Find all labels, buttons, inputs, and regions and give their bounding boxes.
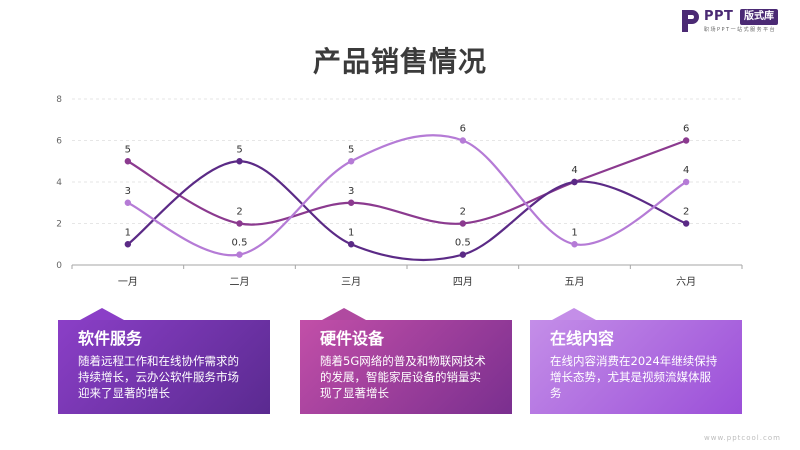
data-point (347, 241, 355, 248)
logo-text: PPT (704, 9, 734, 24)
card-text: 随着5G网络的普及和物联网技术的发展，智能家居设备的销量实现了显著增长 (320, 354, 486, 400)
data-label: 1 (125, 227, 131, 238)
data-point (236, 251, 243, 258)
data-point (236, 220, 243, 227)
data-point (124, 158, 132, 165)
chart-points (124, 137, 690, 258)
data-label: 1 (348, 227, 354, 238)
data-label: 0.5 (455, 238, 471, 249)
page-title: 产品销售情况 (312, 45, 487, 78)
line-chart: 0 2 4 6 8 一月 二月 三月 四月 五月 六月 5 3 1 5 2 0.5 5 3 1 6 2 0.5 4 1 6 4 2 (56, 95, 743, 288)
data-point (682, 178, 690, 186)
y-tick-label: 2 (56, 220, 62, 230)
card-text: 在线内容消费在2024年继续保持增长态势，尤其是视频流媒体服务 (550, 354, 718, 400)
data-point (682, 220, 690, 227)
y-tick-label: 6 (56, 137, 62, 147)
data-label: 6 (683, 124, 689, 135)
data-label: 3 (125, 186, 131, 197)
data-point (459, 220, 467, 227)
data-point (347, 158, 355, 165)
data-point (682, 137, 690, 144)
data-point (124, 241, 132, 248)
brand-logo: PPT 版式库 职场PPT一站式服务平台 (680, 8, 792, 34)
card-software-services: 软件服务 随着远程工作和在线协作需求的持续增长，云办公软件服务市场迎来了显著的增… (58, 320, 270, 414)
card-text: 随着远程工作和在线协作需求的持续增长，云办公软件服务市场迎来了显著的增长 (78, 354, 239, 400)
card-hardware-devices: 硬件设备 随着5G网络的普及和物联网技术的发展，智能家居设备的销量实现了显著增长 (300, 320, 512, 414)
data-point (459, 137, 467, 144)
card-title: 软件服务 (78, 329, 143, 348)
x-tick-label: 五月 (565, 276, 585, 288)
data-point (571, 178, 578, 186)
data-point (236, 158, 243, 165)
y-tick-label: 4 (56, 178, 62, 188)
logo-badge: 版式库 (740, 9, 778, 25)
logo-mark-icon (682, 10, 699, 32)
data-point (124, 199, 132, 206)
series-line-1 (127, 139, 687, 226)
data-label: 5 (125, 144, 131, 155)
data-label: 4 (571, 165, 577, 176)
chart-grid (72, 98, 742, 224)
data-point (571, 241, 578, 248)
card-tab-content (552, 308, 596, 320)
chart-axes: 0 2 4 6 8 一月 二月 三月 四月 五月 六月 (56, 95, 743, 288)
data-point (459, 251, 467, 258)
data-label: 2 (236, 207, 242, 218)
data-label: 5 (348, 144, 354, 155)
card-tab-hardware (322, 308, 366, 320)
card-title: 在线内容 (550, 329, 615, 348)
x-tick-label: 二月 (230, 276, 250, 288)
data-label: 3 (348, 186, 354, 197)
data-label: 6 (460, 124, 466, 135)
x-tick-label: 四月 (453, 276, 473, 288)
x-tick-label: 六月 (676, 276, 696, 288)
series-line-2 (127, 160, 687, 262)
card-online-content: 在线内容 在线内容消费在2024年继续保持增长态势，尤其是视频流媒体服务 (530, 320, 742, 414)
y-tick-label: 8 (56, 95, 62, 105)
x-tick-label: 一月 (118, 276, 138, 288)
data-label: 2 (683, 207, 689, 218)
chart-series (127, 134, 687, 262)
chart-data-labels: 5 3 1 5 2 0.5 5 3 1 6 2 0.5 4 1 6 4 2 (125, 124, 690, 249)
y-tick-label: 0 (56, 261, 62, 271)
watermark: www.pptcool.com (704, 434, 781, 442)
data-label: 5 (236, 144, 242, 155)
data-point (347, 199, 355, 206)
x-tick-label: 三月 (341, 276, 361, 288)
data-label: 4 (683, 165, 689, 176)
card-title: 硬件设备 (320, 329, 385, 348)
data-label: 1 (571, 227, 577, 238)
card-tab-software (80, 308, 124, 320)
data-label: 2 (460, 207, 466, 218)
series-line-3 (127, 134, 687, 257)
logo-subtitle: 职场PPT一站式服务平台 (704, 27, 777, 33)
data-label: 0.5 (232, 238, 248, 249)
